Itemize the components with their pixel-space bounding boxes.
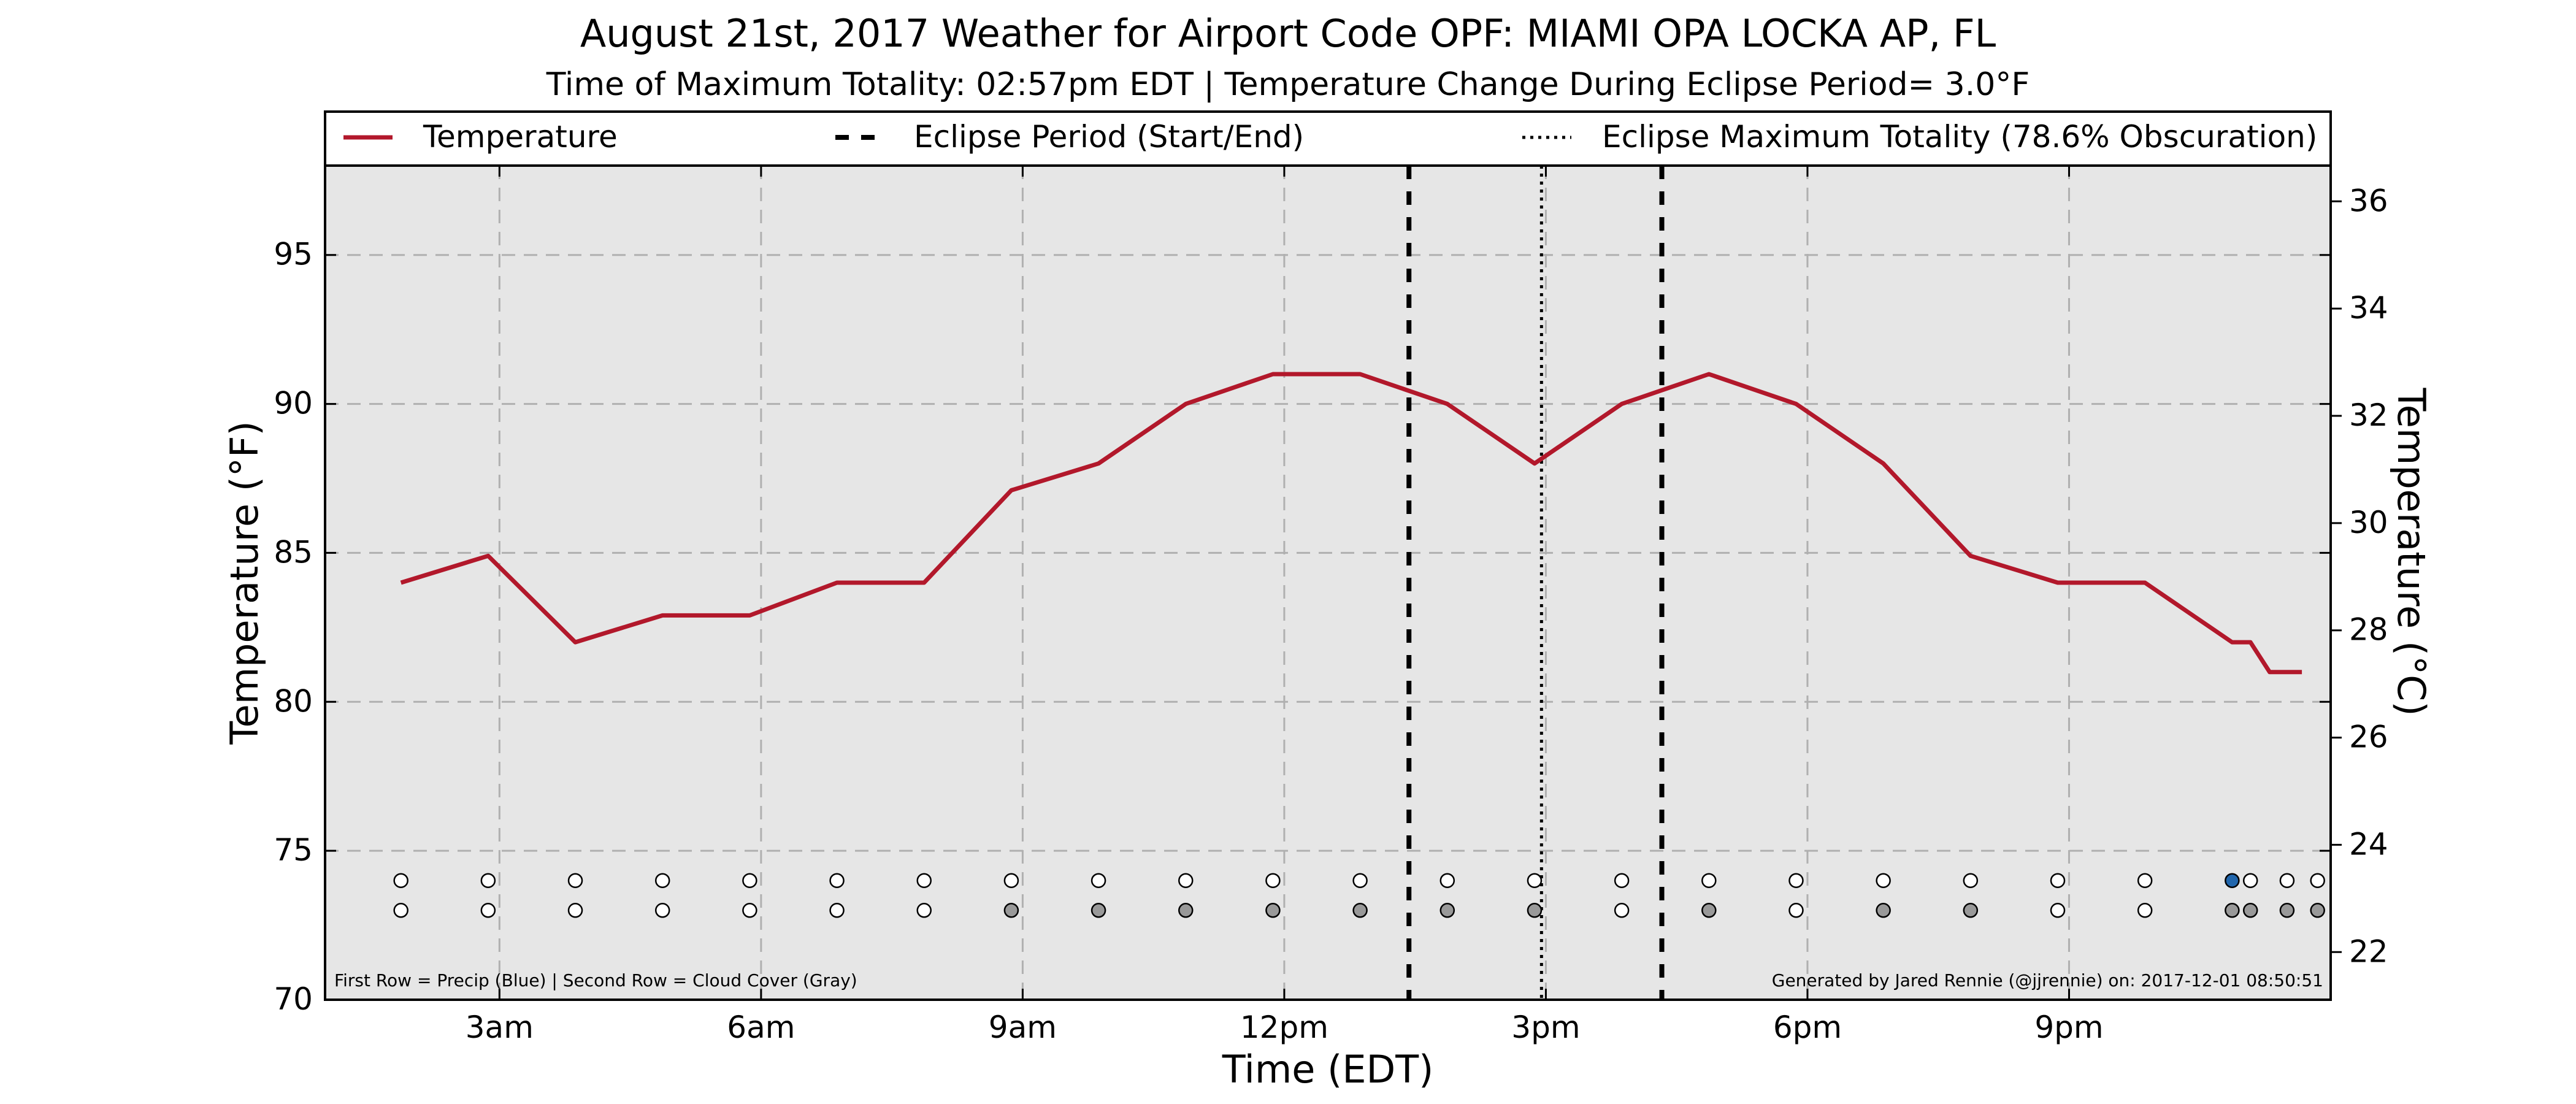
precip-marker	[829, 873, 845, 888]
x-tick-label: 6am	[727, 1010, 795, 1045]
cloud-marker	[1701, 903, 1717, 918]
precip-marker	[1003, 873, 1019, 888]
cloud-marker	[1527, 903, 1543, 918]
y-tick-label-right: 34	[2349, 290, 2388, 326]
precip-marker	[2310, 873, 2325, 888]
precip-marker	[1876, 873, 1891, 888]
chart-subtitle: Time of Maximum Totality: 02:57pm EDT | …	[546, 66, 2030, 103]
x-tick-label: 3pm	[1511, 1010, 1580, 1045]
y-axis-label-left: Temperature (°F)	[222, 421, 267, 745]
plot-area	[325, 166, 2331, 1000]
cloud-marker	[567, 903, 583, 918]
footnote-left: First Row = Precip (Blue) | Second Row =…	[334, 970, 857, 991]
x-tick-label: 9am	[989, 1010, 1057, 1045]
y-tick-label-right: 28	[2349, 612, 2388, 648]
cloud-marker	[1178, 903, 1194, 918]
x-tick-label: 3am	[466, 1010, 534, 1045]
cloud-marker	[742, 903, 757, 918]
y-tick-label-right: 30	[2349, 505, 2388, 540]
x-tick-label: 6pm	[1773, 1010, 1842, 1045]
precip-marker	[393, 873, 408, 888]
cloud-marker	[2137, 903, 2153, 918]
cloud-marker	[1091, 903, 1106, 918]
y-tick-label-right: 26	[2349, 719, 2388, 755]
precip-marker	[2242, 873, 2258, 888]
legend-label-temperature: Temperature	[423, 119, 618, 155]
cloud-marker	[1788, 903, 1804, 918]
cloud-marker	[2310, 903, 2325, 918]
y-axis-left: 70 75 80 85 90 95	[274, 237, 2331, 1017]
y-tick-label-left: 85	[274, 534, 313, 570]
cloud-marker	[1963, 903, 1979, 918]
legend: Temperature Eclipse Period (Start/End) E…	[324, 110, 2332, 167]
y-tick-label-left: 80	[274, 683, 313, 719]
temperature-line	[400, 372, 2302, 675]
y-tick-label-left: 90	[274, 386, 313, 421]
footnote-right: Generated by Jared Rennie (@jjrennie) on…	[1772, 970, 2323, 991]
legend-box	[324, 110, 2332, 167]
precip-marker	[654, 873, 670, 888]
cloud-marker	[2050, 903, 2066, 918]
precip-marker	[567, 873, 583, 888]
precip-marker	[1701, 873, 1717, 888]
chart-title: August 21st, 2017 Weather for Airport Co…	[580, 11, 1996, 56]
y-tick-label-left: 75	[274, 832, 313, 868]
cloud-marker	[1352, 903, 1368, 918]
y-axis-label-right: Temperature (°C)	[2389, 387, 2434, 716]
legend-label-eclipse-max: Eclipse Maximum Totality (78.6% Obscurat…	[1602, 119, 2317, 155]
x-axis-label: Time (EDT)	[1222, 1047, 1434, 1092]
precip-marker	[1527, 873, 1543, 888]
cloud-marker	[2225, 903, 2240, 918]
precip-marker	[2137, 873, 2153, 888]
cloud-marker	[2242, 903, 2258, 918]
precip-marker	[1788, 873, 1804, 888]
precip-marker	[2050, 873, 2066, 888]
cloud-marker	[829, 903, 845, 918]
precip-marker	[1614, 873, 1630, 888]
y-tick-label-left: 95	[274, 237, 313, 272]
precip-marker	[1178, 873, 1194, 888]
cloud-marker	[1876, 903, 1891, 918]
x-tick-label: 12pm	[1240, 1010, 1328, 1045]
legend-label-eclipse-period: Eclipse Period (Start/End)	[914, 119, 1304, 155]
precip-marker	[1352, 873, 1368, 888]
precip-marker	[2225, 873, 2240, 888]
y-tick-label-right: 24	[2349, 826, 2388, 862]
observation-markers	[393, 873, 2325, 918]
cloud-marker	[1265, 903, 1281, 918]
precip-marker	[916, 873, 932, 888]
precip-marker	[1091, 873, 1106, 888]
eclipse-lines	[1406, 166, 1665, 1000]
cloud-marker	[1439, 903, 1455, 918]
x-tick-label: 9pm	[2034, 1010, 2103, 1045]
cloud-marker	[916, 903, 932, 918]
precip-marker	[2279, 873, 2295, 888]
cloud-marker	[393, 903, 408, 918]
cloud-marker	[1003, 903, 1019, 918]
precip-marker	[1963, 873, 1979, 888]
y-tick-label-left: 70	[274, 981, 313, 1017]
precip-marker	[742, 873, 757, 888]
series-layer	[400, 372, 2302, 675]
y-tick-label-right: 32	[2349, 397, 2388, 433]
y-tick-label-right: 22	[2349, 933, 2388, 969]
precip-marker	[480, 873, 496, 888]
x-axis: 3am 6am 9am 12pm 3pm 6pm 9pm	[466, 166, 2104, 1045]
cloud-marker	[480, 903, 496, 918]
y-axis-right: 22 24 26 28 30 32 34 36	[2331, 183, 2388, 969]
cloud-marker	[2279, 903, 2295, 918]
precip-marker	[1265, 873, 1281, 888]
y-tick-label-right: 36	[2349, 183, 2388, 218]
cloud-marker	[1614, 903, 1630, 918]
precip-marker	[1439, 873, 1455, 888]
cloud-marker	[654, 903, 670, 918]
